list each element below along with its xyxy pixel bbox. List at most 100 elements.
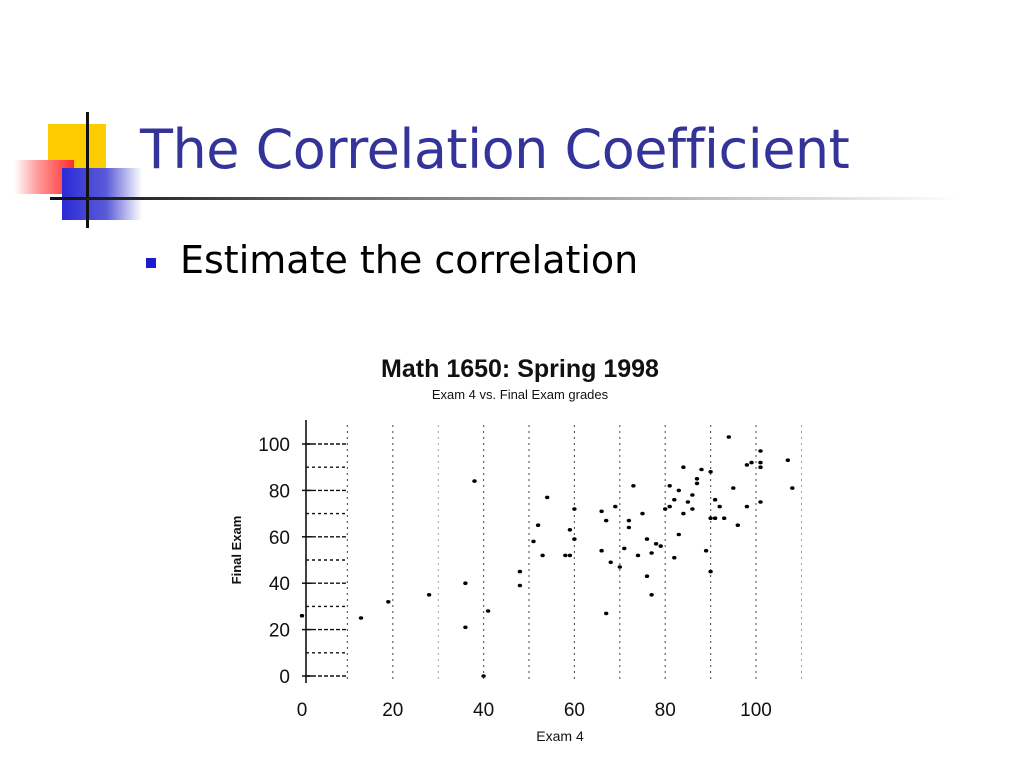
data-point (690, 507, 695, 511)
data-point (785, 458, 790, 463)
data-point (758, 449, 763, 453)
x-axis-label: Exam 4 (536, 728, 584, 744)
data-point (790, 486, 795, 490)
data-point (658, 544, 663, 548)
data-point (712, 497, 718, 502)
x-tick-label: 60 (564, 700, 585, 721)
data-point (545, 495, 550, 500)
data-point (386, 600, 391, 604)
data-point (572, 537, 577, 541)
data-point (722, 516, 727, 520)
x-tick-label: 40 (473, 700, 494, 721)
data-point (726, 435, 731, 439)
data-point (540, 553, 545, 558)
data-point (517, 569, 523, 574)
chart-subtitle: Exam 4 vs. Final Exam grades (432, 387, 609, 402)
data-point (708, 569, 713, 574)
data-point (485, 609, 491, 613)
data-point (608, 560, 613, 565)
data-point (749, 460, 754, 465)
data-point (563, 553, 568, 558)
data-point (644, 537, 650, 541)
slide-title: The Correlation Coefficient (140, 118, 850, 181)
data-point (653, 542, 659, 546)
logo-vertical-line (86, 112, 89, 228)
data-point (631, 484, 636, 488)
data-point (626, 518, 632, 523)
data-point (694, 481, 700, 486)
data-point (531, 539, 536, 544)
data-point (690, 493, 695, 497)
data-point (535, 523, 541, 527)
chart-title: Math 1650: Spring 1998 (381, 355, 659, 383)
title-underline (50, 197, 960, 200)
data-point (617, 565, 622, 569)
y-tick-label: 20 (269, 621, 290, 642)
y-tick-label: 40 (269, 574, 290, 595)
data-point (599, 548, 604, 553)
data-point (681, 511, 686, 516)
data-point (676, 532, 681, 537)
data-point (567, 553, 573, 558)
data-point (644, 574, 650, 578)
data-point (626, 525, 632, 530)
chart-axes: 0 20 40 60 80 100 0 20 40 60 80 100 (258, 420, 772, 721)
x-tick-label: 0 (297, 700, 308, 721)
y-tick-label: 80 (269, 481, 290, 502)
data-point (681, 465, 686, 470)
y-axis-label: Final Exam (229, 516, 244, 585)
y-tick-label: 100 (258, 435, 290, 456)
data-point (663, 507, 668, 511)
data-point (758, 500, 763, 504)
bullet-marker-icon (146, 258, 156, 268)
data-point (758, 460, 763, 465)
data-point (735, 523, 740, 527)
data-point (731, 486, 736, 490)
y-tick-label: 0 (279, 667, 290, 688)
data-point (703, 548, 709, 553)
x-tick-label: 100 (740, 700, 772, 721)
data-point (685, 500, 691, 504)
data-point (667, 484, 672, 488)
data-point (640, 511, 645, 516)
x-tick-label: 20 (382, 700, 403, 721)
data-point (604, 611, 609, 616)
data-point (481, 674, 486, 678)
data-point (472, 479, 477, 483)
data-point (463, 625, 468, 630)
data-point (649, 593, 654, 597)
bullet-text: Estimate the correlation (180, 238, 639, 282)
data-point (708, 516, 713, 520)
data-point (599, 509, 604, 514)
data-point (604, 518, 609, 523)
data-point (694, 477, 700, 481)
data-point (712, 516, 718, 520)
data-point (572, 507, 577, 511)
data-point (667, 504, 672, 509)
data-point (635, 553, 641, 558)
data-point (744, 504, 750, 509)
data-point (358, 616, 364, 620)
data-point (299, 613, 305, 618)
data-point (758, 465, 763, 470)
chart-grid (306, 425, 802, 682)
data-point (717, 504, 722, 509)
chart-points (299, 435, 795, 678)
data-point (622, 546, 627, 551)
logo-blue-square (62, 168, 142, 220)
data-point (744, 463, 750, 467)
data-point (649, 551, 654, 555)
data-point (676, 488, 681, 493)
data-point (613, 504, 618, 509)
slide-logo-decoration (0, 0, 180, 240)
data-point (463, 581, 468, 585)
data-point (672, 497, 677, 502)
data-point (567, 528, 573, 532)
x-tick-label: 80 (655, 700, 676, 721)
data-point (426, 593, 432, 597)
data-point (517, 583, 523, 588)
data-point (672, 555, 677, 560)
y-tick-label: 60 (269, 528, 290, 549)
